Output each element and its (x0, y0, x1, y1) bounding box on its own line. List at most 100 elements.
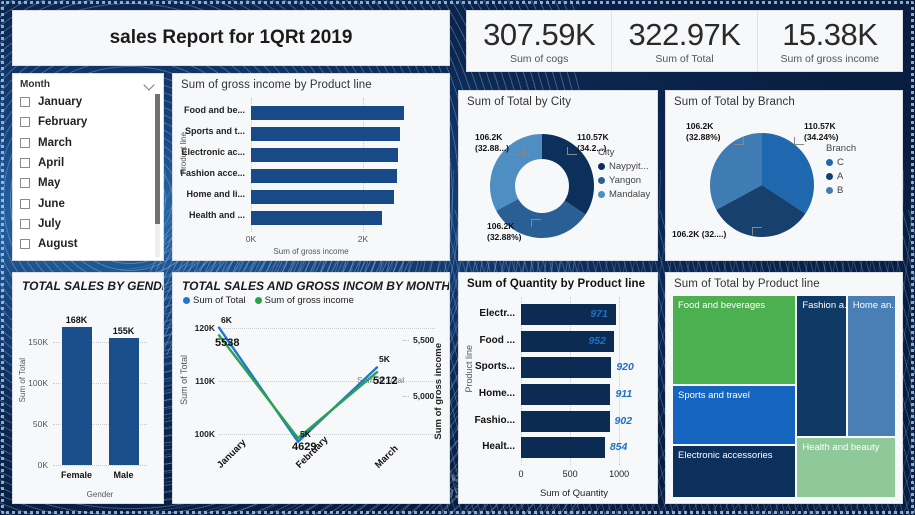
slicer-item[interactable]: May (20, 173, 156, 193)
bar-row[interactable]: Home and li... (186, 189, 395, 204)
bar-row[interactable]: Fashion acce... (180, 168, 398, 183)
bar-row[interactable]: Electronic ac... (181, 147, 398, 162)
legend-item[interactable]: Yangon (598, 175, 650, 186)
slicer-item[interactable]: July (20, 214, 156, 234)
kpi-value: 15.38K (782, 16, 878, 52)
kpi-card-total[interactable]: 322.97K Sum of Total (612, 11, 758, 71)
chart-gross-income-by-product-line[interactable]: Sum of gross income by Product line Prod… (172, 73, 450, 261)
kpi-card-gross-income[interactable]: 15.38K Sum of gross income (758, 11, 902, 71)
category-label: Electr... (479, 307, 515, 319)
pie-data-label: 106.2K (32.88%) (487, 221, 522, 242)
bar[interactable] (521, 357, 612, 379)
bar[interactable] (521, 383, 611, 405)
bar-row[interactable]: Healt... (482, 437, 605, 459)
chart-legend[interactable]: City Naypyit... Yangon Mandalay (598, 147, 650, 203)
chart-legend[interactable]: Sum of Total Sum of gross income (183, 295, 354, 309)
bar[interactable] (521, 303, 617, 325)
line-series[interactable] (217, 326, 379, 443)
pie-data-label: 110.57K (34.2...) (577, 132, 609, 153)
chart-total-by-product-line-treemap[interactable]: Sum of Total by Product line Food and be… (665, 272, 903, 504)
legend-item[interactable]: Naypyit... (598, 161, 650, 172)
gridline (219, 327, 435, 329)
treemap-tile[interactable]: Home an... (846, 295, 896, 438)
bar-row[interactable]: Home... (479, 383, 611, 405)
slicer-scrollbar-thumb[interactable] (155, 94, 160, 224)
kpi-card-cogs[interactable]: 307.59K Sum of cogs (467, 11, 613, 71)
bar[interactable] (521, 330, 615, 352)
treemap-tile[interactable]: Fashion a... (796, 295, 847, 438)
slicer-item[interactable]: June (20, 193, 156, 213)
checkbox-icon[interactable] (20, 178, 30, 189)
chart-total-sales-by-gender[interactable]: TOTAL SALES BY GENDER Sum of Total 0K 50K… (12, 272, 164, 504)
bar[interactable] (251, 147, 398, 162)
bar[interactable] (251, 105, 404, 120)
slicer-item[interactable]: August (20, 234, 156, 254)
bar[interactable] (251, 210, 383, 225)
treemap-tile[interactable]: Sports and travel (672, 385, 797, 446)
checkbox-icon[interactable] (20, 97, 30, 108)
checkbox-icon[interactable] (20, 158, 30, 169)
pie-slice[interactable] (710, 133, 762, 210)
legend-swatch (826, 187, 833, 194)
treemap-tile[interactable]: Food and beverages (672, 295, 797, 386)
chart-title: TOTAL SALES BY GENDER (22, 279, 164, 293)
checkbox-icon[interactable] (20, 137, 30, 148)
legend-label: Naypyit... (609, 161, 649, 172)
pie-data-label-value: 106.2K (475, 132, 503, 142)
checkbox-icon[interactable] (20, 198, 30, 209)
pie-slice[interactable] (762, 133, 814, 214)
legend-item[interactable]: C (826, 157, 856, 168)
leader-line (734, 137, 744, 145)
chart-total-by-branch[interactable]: Sum of Total by Branch 110.57K (34.24%) 10… (665, 90, 903, 261)
pie-data-label: 106.2K (32....) (672, 229, 727, 239)
bar[interactable] (61, 326, 92, 465)
bar-row[interactable]: Fashio... (474, 410, 610, 432)
line-series[interactable] (217, 334, 379, 440)
chart-total-and-gross-income-by-month[interactable]: TOTAL SALES AND GROSS INCOM BY MONTH Sum… (172, 272, 450, 504)
x-axis-title: Sum of Quantity (539, 488, 609, 499)
gridline (403, 339, 409, 341)
bar[interactable] (251, 126, 401, 141)
pie-data-label-percent: (32.88%) (487, 231, 522, 242)
checkbox-icon[interactable] (20, 218, 30, 229)
legend-item[interactable]: Sum of gross income (254, 295, 354, 306)
y-axis-tick: 110K (195, 375, 215, 386)
chevron-down-icon[interactable] (145, 81, 156, 88)
bar[interactable] (251, 168, 398, 183)
pie-slice[interactable] (490, 134, 542, 211)
y-axis-tick: 50K (32, 418, 48, 429)
data-label: 4629 (292, 441, 317, 454)
bar[interactable] (521, 437, 605, 459)
bar-row[interactable]: Electr... (479, 303, 617, 325)
chart-quantity-by-product-line[interactable]: Sum of Quantity by Product line Product … (458, 272, 658, 504)
slicer-item[interactable]: April (20, 153, 156, 173)
bar[interactable] (108, 337, 139, 465)
bar-row[interactable]: Sports... (475, 357, 612, 379)
chart-legend[interactable]: Branch C A B (826, 143, 856, 199)
treemap-tile[interactable]: Health and beauty (796, 437, 896, 498)
bar-row[interactable]: Sports and t... (185, 126, 401, 141)
bar-row[interactable]: Food ... (479, 330, 615, 352)
checkbox-icon[interactable] (20, 117, 30, 128)
legend-item[interactable]: Sum of Total (183, 295, 246, 306)
legend-item[interactable]: B (826, 185, 856, 196)
legend-item[interactable]: A (826, 171, 856, 182)
legend-swatch (826, 173, 833, 180)
category-label: Male (113, 470, 134, 480)
bar[interactable] (251, 189, 395, 204)
treemap-tile[interactable]: Electronic accessories (672, 445, 797, 498)
checkbox-icon[interactable] (20, 239, 30, 250)
pie-slice[interactable] (542, 134, 594, 215)
pie-slice[interactable] (716, 185, 806, 238)
slicer-item[interactable]: January (20, 92, 156, 112)
slicer-item[interactable]: March (20, 133, 156, 153)
month-slicer[interactable]: Month January February March April May June Ju… (12, 73, 164, 261)
bar-row[interactable]: Food and be... (184, 105, 404, 120)
category-label: Fashio... (474, 414, 515, 426)
pie-slice[interactable] (496, 198, 586, 238)
chart-total-by-city[interactable]: Sum of Total by City 110.57K (34.2...) 106… (458, 90, 658, 261)
bar[interactable] (521, 410, 610, 432)
legend-item[interactable]: Mandalay (598, 189, 650, 200)
slicer-item[interactable]: February (20, 112, 156, 132)
bar-row[interactable]: Health and ... (189, 210, 383, 225)
